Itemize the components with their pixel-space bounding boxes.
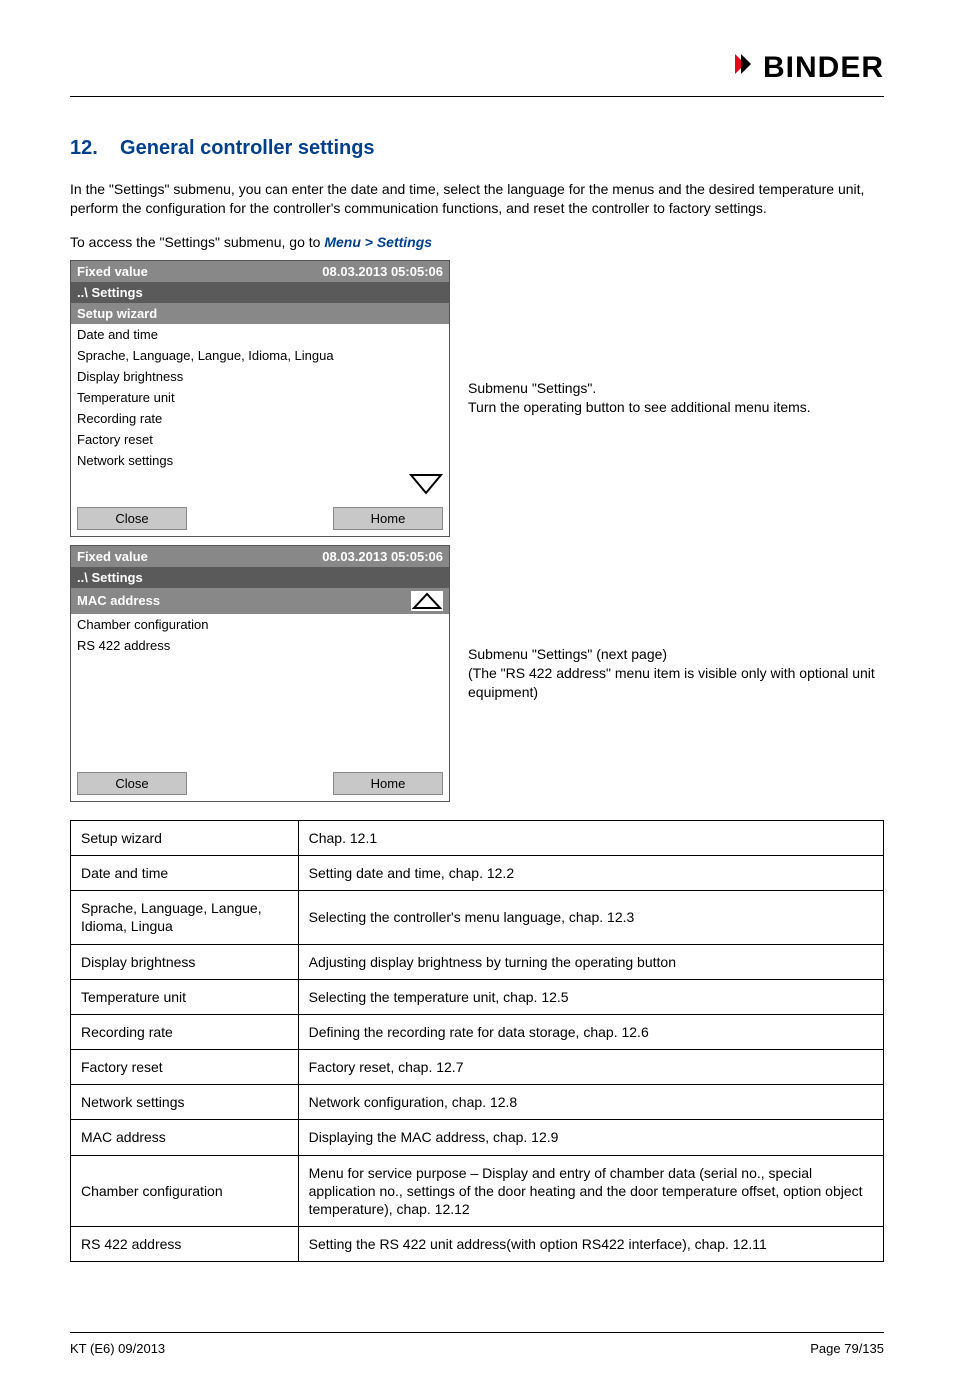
panel-body: Date and time Sprache, Language, Langue,… [71, 324, 449, 501]
list-item[interactable]: Recording rate [71, 408, 449, 429]
scroll-up-icon[interactable] [411, 591, 443, 611]
panel-1-description: Submenu "Settings". Turn the operating b… [468, 379, 884, 417]
brand-logo: BINDER [731, 50, 884, 86]
table-cell: RS 422 address [71, 1227, 299, 1262]
table-cell: Setting date and time, chap. 12.2 [298, 855, 883, 890]
panel-body: Chamber configuration RS 422 address [71, 614, 449, 766]
panel-titlebar: Fixed value 08.03.2013 05:05:06 [71, 261, 449, 282]
access-line: To access the "Settings" submenu, go to … [70, 234, 884, 250]
table-cell: Display brightness [71, 944, 299, 979]
list-item[interactable]: Date and time [71, 324, 449, 345]
brand-text: BINDER [763, 51, 884, 85]
table-cell: Setup wizard [71, 820, 299, 855]
panel-selected-item: MAC address [77, 593, 160, 608]
list-item[interactable]: Factory reset [71, 429, 449, 450]
table-cell: Defining the recording rate for data sto… [298, 1014, 883, 1049]
panel-breadcrumb: ..\ Settings [71, 567, 449, 588]
footer-right: Page 79/135 [810, 1341, 884, 1356]
section-number: 12. [70, 137, 98, 159]
table-cell: Date and time [71, 855, 299, 890]
table-cell: Chamber configuration [71, 1155, 299, 1227]
close-button[interactable]: Close [77, 772, 187, 795]
table-row: MAC addressDisplaying the MAC address, c… [71, 1120, 884, 1155]
page-footer: KT (E6) 09/2013 Page 79/135 [70, 1332, 884, 1356]
list-item[interactable]: Sprache, Language, Langue, Idioma, Lingu… [71, 345, 449, 366]
table-row: Display brightnessAdjusting display brig… [71, 944, 884, 979]
panel-selected-row[interactable]: MAC address [71, 588, 449, 614]
table-cell: Recording rate [71, 1014, 299, 1049]
panel-2-description: Submenu "Settings" (next page) (The "RS … [468, 645, 884, 702]
table-row: RS 422 addressSetting the RS 422 unit ad… [71, 1227, 884, 1262]
table-row: Sprache, Language, Langue, Idioma, Lingu… [71, 891, 884, 944]
side-text-line: Turn the operating button to see additio… [468, 398, 884, 417]
side-text-line: (The "RS 422 address" menu item is visib… [468, 664, 884, 702]
table-row: Temperature unitSelecting the temperatur… [71, 979, 884, 1014]
panel-footer: Close Home [71, 501, 449, 536]
table-cell: Chap. 12.1 [298, 820, 883, 855]
table-row: Chamber configurationMenu for service pu… [71, 1155, 884, 1227]
list-item[interactable]: RS 422 address [71, 635, 449, 656]
table-cell: MAC address [71, 1120, 299, 1155]
settings-panel-2: Fixed value 08.03.2013 05:05:06 ..\ Sett… [70, 545, 450, 802]
section-heading: 12. General controller settings [70, 137, 884, 160]
list-item[interactable]: Display brightness [71, 366, 449, 387]
table-cell: Selecting the controller's menu language… [298, 891, 883, 944]
list-item[interactable]: Temperature unit [71, 387, 449, 408]
list-item[interactable]: Network settings [71, 450, 449, 471]
table-cell: Sprache, Language, Langue, Idioma, Lingu… [71, 891, 299, 944]
page-header: BINDER [70, 50, 884, 97]
intro-paragraph: In the "Settings" submenu, you can enter… [70, 180, 884, 218]
logo-mark-icon [731, 50, 755, 86]
side-text-line: Submenu "Settings" (next page) [468, 645, 884, 664]
access-prefix: To access the "Settings" submenu, go to [70, 234, 324, 250]
table-row: Network settingsNetwork configuration, c… [71, 1085, 884, 1120]
panel-titlebar: Fixed value 08.03.2013 05:05:06 [71, 546, 449, 567]
table-cell: Selecting the temperature unit, chap. 12… [298, 979, 883, 1014]
table-cell: Temperature unit [71, 979, 299, 1014]
panel-breadcrumb: ..\ Settings [71, 282, 449, 303]
panel-selected-item[interactable]: Setup wizard [71, 303, 449, 324]
close-button[interactable]: Close [77, 507, 187, 530]
reference-table: Setup wizardChap. 12.1 Date and timeSett… [70, 820, 884, 1263]
panel-title-left: Fixed value [77, 264, 148, 279]
table-cell: Setting the RS 422 unit address(with opt… [298, 1227, 883, 1262]
panel-footer: Close Home [71, 766, 449, 801]
home-button[interactable]: Home [333, 772, 443, 795]
menu-path: Menu > Settings [324, 234, 432, 250]
table-cell: Network configuration, chap. 12.8 [298, 1085, 883, 1120]
table-cell: Factory reset [71, 1050, 299, 1085]
table-cell: Adjusting display brightness by turning … [298, 944, 883, 979]
table-cell: Menu for service purpose – Display and e… [298, 1155, 883, 1227]
table-row: Setup wizardChap. 12.1 [71, 820, 884, 855]
panel-title-left: Fixed value [77, 549, 148, 564]
table-row: Date and timeSetting date and time, chap… [71, 855, 884, 890]
home-button[interactable]: Home [333, 507, 443, 530]
section-title: General controller settings [120, 137, 375, 159]
panel-title-right: 08.03.2013 05:05:06 [322, 549, 443, 564]
table-row: Recording rateDefining the recording rat… [71, 1014, 884, 1049]
table-cell: Factory reset, chap. 12.7 [298, 1050, 883, 1085]
table-cell: Network settings [71, 1085, 299, 1120]
side-text-line: Submenu "Settings". [468, 379, 884, 398]
table-cell: Displaying the MAC address, chap. 12.9 [298, 1120, 883, 1155]
list-item[interactable]: Chamber configuration [71, 614, 449, 635]
settings-panel-1: Fixed value 08.03.2013 05:05:06 ..\ Sett… [70, 260, 450, 537]
panel-title-right: 08.03.2013 05:05:06 [322, 264, 443, 279]
footer-left: KT (E6) 09/2013 [70, 1341, 165, 1356]
scroll-down-icon[interactable] [409, 473, 443, 495]
table-row: Factory resetFactory reset, chap. 12.7 [71, 1050, 884, 1085]
